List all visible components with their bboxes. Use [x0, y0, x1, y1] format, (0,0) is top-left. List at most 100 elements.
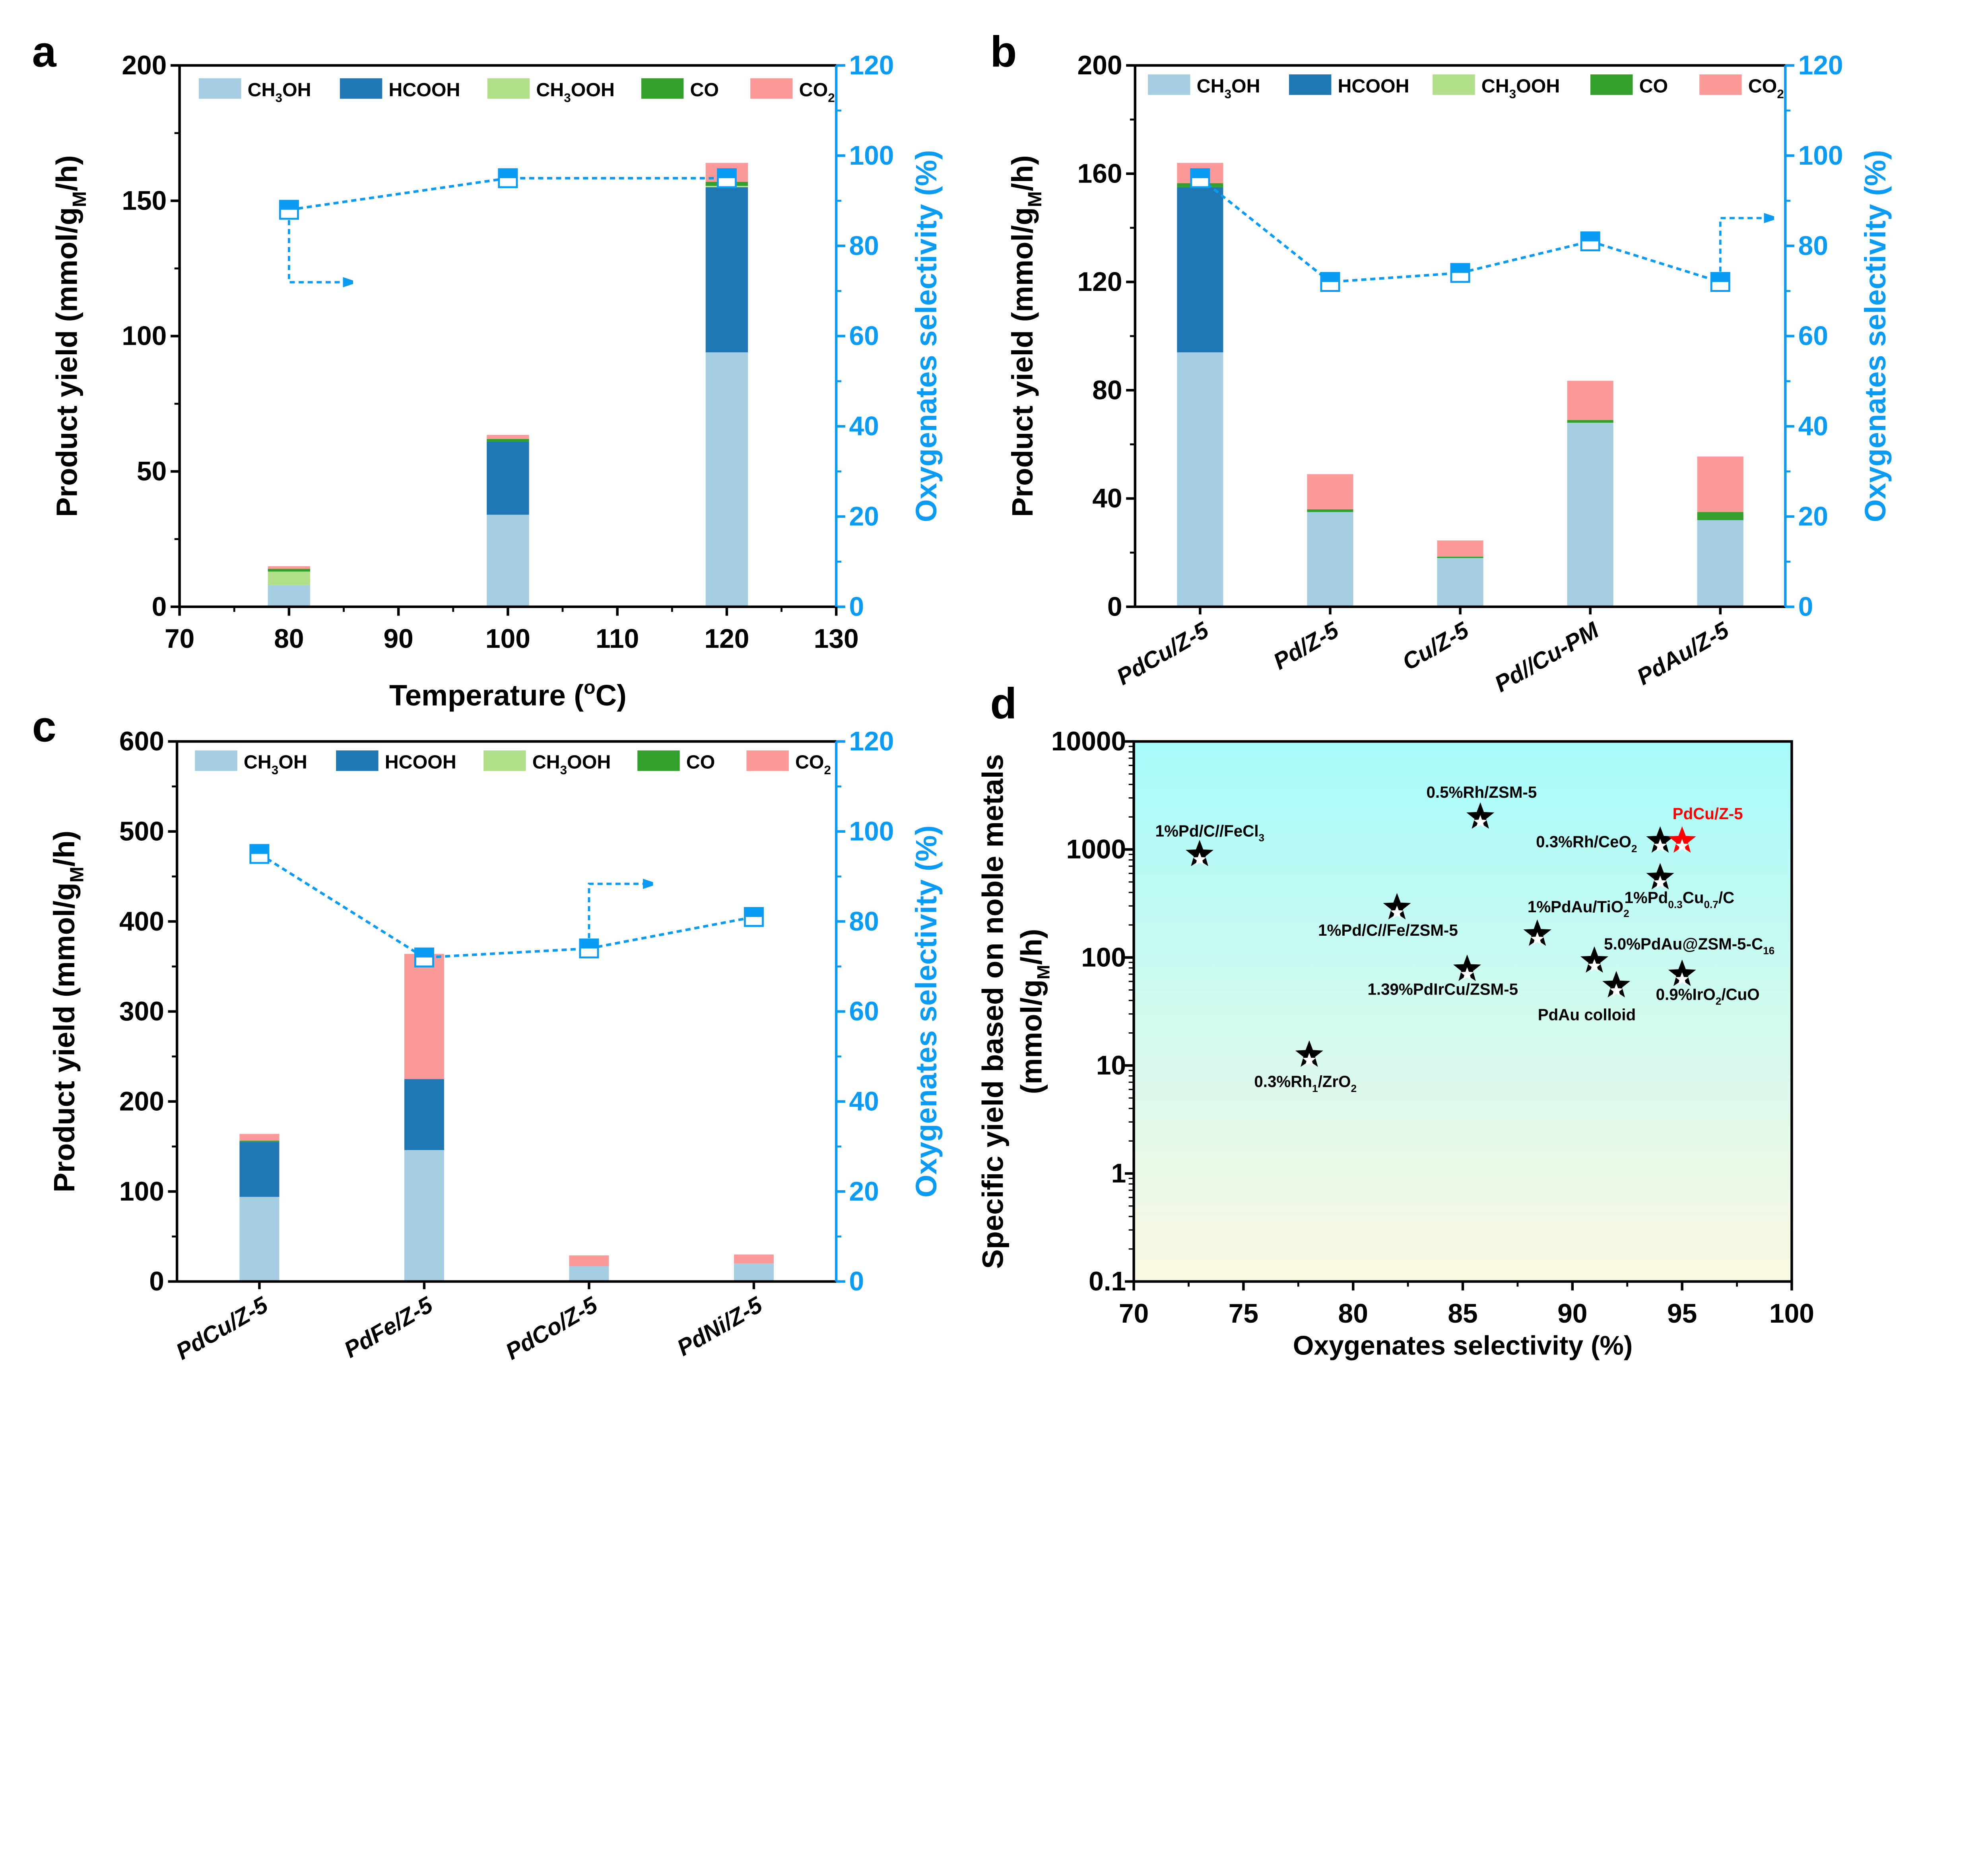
bar-HCOOH-1 [404, 1079, 444, 1150]
star-marker-inner [1193, 852, 1206, 865]
point-label-11: 0.3%Rh1/ZrO2 [1254, 1073, 1357, 1094]
bar-CO2-2 [569, 1255, 609, 1267]
point-label-11-script: 2 [1351, 1082, 1357, 1094]
legend-label-CH3OOH: CH3OOH [1481, 75, 1560, 101]
legend-label-CO: CO [686, 751, 715, 773]
legend-label-CH3OOH: CH3OOH [532, 751, 611, 777]
star-marker-inner [1460, 967, 1474, 980]
legend-label-CH3OOH-part: OOH [571, 79, 615, 101]
x-category-label: Pd//Cu-PM [1490, 617, 1604, 697]
bar-CH3OH-0 [1177, 352, 1223, 607]
point-label-3: PdCu/Z-5 [1673, 804, 1743, 823]
bar-CO-3 [1567, 420, 1613, 423]
bar-CO2-0 [268, 566, 311, 569]
y-axis-title-part: Product yield (mmol/g [1006, 207, 1039, 517]
x-category-label: PdFe/Z-5 [340, 1292, 437, 1363]
y-tick-label: 500 [119, 816, 164, 846]
y-axis-title-part: /h) [48, 831, 81, 867]
y-tick-label: 10 [1096, 1051, 1126, 1080]
point-label-11-part: 0.3%Rh [1254, 1073, 1312, 1091]
point-label-4: 1%Pd0.3Cu0.7/C [1625, 888, 1735, 910]
y-axis-title-part: Product yield (mmol/g [50, 207, 83, 517]
bar-CO-1 [487, 439, 529, 442]
y2-tick-label: 60 [849, 321, 879, 351]
point-label-7-script: 16 [1763, 944, 1774, 956]
bar-CO-1 [1307, 509, 1353, 512]
legend-label-CO2: CO2 [1748, 75, 1784, 101]
selectivity-marker-fill [250, 845, 268, 854]
y-tick-label: 40 [1092, 484, 1122, 513]
selectivity-marker-fill [499, 169, 517, 179]
x-axis-title: Oxygenates selectivity (%) [1293, 1331, 1633, 1360]
selectivity-marker-fill [280, 200, 298, 210]
y2-tick-label: 100 [849, 816, 894, 846]
star-marker-inner [1675, 839, 1689, 852]
panel-letter: d [990, 679, 1017, 728]
y-tick-label: 100 [1081, 942, 1126, 972]
x-category-label: PdCu/Z-5 [172, 1292, 273, 1365]
panel-a: a 0 50 100 150 200 0 20 40 60 80 100 120 70 80 90 100 110… [32, 28, 943, 712]
bar-CH3OH-0 [268, 585, 311, 607]
bar-HCOOH-1 [487, 441, 529, 515]
legend-label-CO-part: CO [686, 751, 715, 773]
point-label-10-script: 2 [1716, 995, 1722, 1007]
selectivity-marker-fill [745, 908, 763, 917]
legend-label-CH3OH: CH3OH [1197, 75, 1260, 101]
x-tick-label: 70 [165, 624, 194, 654]
x-tick-label: 100 [1769, 1299, 1814, 1329]
legend-label-CH3OH: CH3OH [244, 751, 307, 777]
x-tick-label: 95 [1667, 1299, 1697, 1329]
legend-label-HCOOH-part: HCOOH [385, 751, 456, 773]
selectivity-marker-fill [1711, 273, 1730, 282]
y-axis-title-line-0: Specific yield based on noble metals [977, 754, 1010, 1269]
star-marker-inner [1530, 932, 1544, 945]
axis-indicator-arrow [287, 220, 351, 282]
legend-label-CH3OOH-part: OOH [567, 751, 611, 773]
point-label-2: 0.3%Rh/CeO2 [1536, 833, 1637, 855]
y-tick-label: 0 [152, 592, 167, 622]
star-marker-inner [1390, 905, 1404, 919]
y2-tick-label: 120 [1798, 51, 1843, 80]
y2-tick-label: 20 [849, 1177, 879, 1207]
y-tick-label: 1 [1111, 1159, 1126, 1189]
point-label-6: 1%PdAu/TiO2 [1528, 898, 1629, 919]
legend-label-CH3OOH-part: OOH [1516, 75, 1560, 97]
y-axis-title-line-1-part: /h) [1015, 929, 1048, 965]
selectivity-marker-fill [1451, 264, 1470, 273]
y2-tick-label: 0 [849, 1267, 864, 1296]
point-label-4-part: /C [1718, 888, 1734, 907]
y-tick-label: 300 [119, 997, 164, 1026]
y2-tick-label: 20 [849, 502, 879, 532]
legend-swatch-HCOOH [1289, 74, 1332, 95]
legend-label-CO2-script: 2 [1777, 87, 1784, 101]
x-tick-label: 130 [814, 624, 859, 654]
selectivity-marker-fill [718, 169, 736, 179]
bar-CO2-3 [1567, 381, 1613, 420]
x-tick-label: 120 [704, 624, 749, 654]
bar-CO-2 [1437, 556, 1483, 558]
point-label-9: PdAu colloid [1538, 1005, 1636, 1024]
y2-tick-label: 100 [849, 141, 894, 171]
bar-CO2-2 [1437, 540, 1483, 557]
legend-swatch-CH3OH [1148, 74, 1190, 95]
x-category-label: Pd/Z-5 [1269, 617, 1343, 674]
x-axis-title-part: C) [596, 679, 627, 712]
bar-CH3OOH-0 [268, 571, 311, 585]
selectivity-line [289, 177, 727, 211]
legend-label-CH3OOH-part: CH [532, 751, 560, 773]
y-axis-title: Product yield (mmol/gM/h) [1006, 155, 1046, 517]
y-tick-label: 1000 [1066, 835, 1126, 865]
y-tick-label: 160 [1077, 159, 1122, 188]
y2-axis-title: Oxygenates selectivity (%) [910, 826, 943, 1198]
bar-CH3OH-2 [1437, 558, 1483, 607]
star-marker-inner [1653, 875, 1667, 888]
point-label-10: 0.9%IrO2/CuO [1656, 985, 1760, 1007]
y2-tick-label: 40 [849, 1086, 879, 1116]
panel-letter: b [990, 28, 1017, 76]
y-tick-label: 80 [1092, 375, 1122, 405]
legend-swatch-CO2 [1699, 74, 1742, 95]
y2-tick-label: 120 [849, 727, 894, 756]
legend-label-CH3OOH-part: CH [536, 79, 564, 101]
legend-label-CO2-part: CO [795, 751, 824, 773]
point-label-0: 1%Pd/C//FeCl3 [1155, 822, 1264, 843]
